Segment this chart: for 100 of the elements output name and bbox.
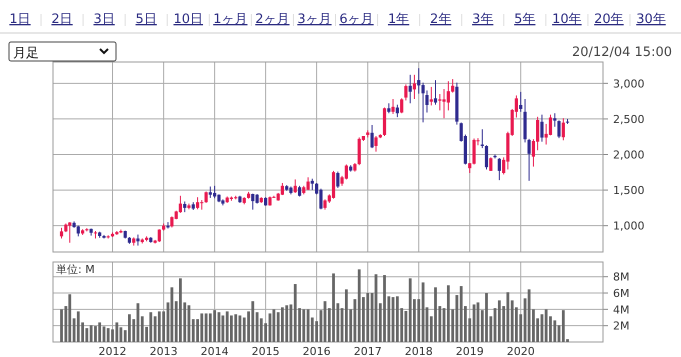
bar xyxy=(170,287,174,342)
text: 6ヶ月 xyxy=(339,12,374,27)
x-tick-label: 2015 xyxy=(252,345,280,357)
bar xyxy=(422,282,424,342)
bar xyxy=(544,309,548,342)
text: 5日 xyxy=(136,12,157,27)
candlestick xyxy=(557,120,561,139)
bar xyxy=(383,275,386,342)
y-tick-label: 4M xyxy=(613,303,630,316)
bar xyxy=(251,301,254,342)
bar xyxy=(128,314,131,342)
candlestick xyxy=(196,196,200,210)
bar xyxy=(179,278,182,342)
candlestick xyxy=(400,98,404,114)
bar xyxy=(562,310,565,342)
y-tick-label: 8M xyxy=(613,270,630,284)
bar xyxy=(68,294,72,342)
text: 3ヶ月 xyxy=(297,12,332,27)
candlestick xyxy=(540,114,544,142)
candlestick xyxy=(408,74,412,104)
candlestick xyxy=(391,98,395,114)
text: 20/12/04 15:00 xyxy=(572,45,672,60)
y-tick-label: 2,500 xyxy=(613,112,644,126)
candlestick xyxy=(344,164,348,180)
annotation: 単位: M xyxy=(56,263,95,276)
bar xyxy=(306,309,310,342)
candlestick xyxy=(200,200,204,210)
bar xyxy=(485,293,488,342)
bar xyxy=(221,315,224,342)
candlestick xyxy=(562,118,565,141)
candlestick xyxy=(553,112,556,128)
candlestick xyxy=(484,144,488,170)
candlestick xyxy=(306,176,310,191)
candlestick xyxy=(60,227,64,239)
candlestick xyxy=(387,102,390,114)
candlestick xyxy=(136,234,140,246)
candlestick xyxy=(404,84,408,101)
candlestick xyxy=(430,86,433,106)
text: 2日 xyxy=(51,12,73,27)
text: 3年 xyxy=(472,12,494,27)
bar xyxy=(374,274,378,342)
x-tick-label: 2018 xyxy=(404,345,433,357)
text: 20年 xyxy=(594,12,624,27)
x-tick-label: 2017 xyxy=(354,345,382,357)
bar xyxy=(506,292,510,342)
bar xyxy=(476,302,480,342)
candlestick xyxy=(480,128,484,149)
bar xyxy=(106,328,110,342)
bar xyxy=(188,305,190,342)
candlestick xyxy=(425,90,429,114)
x-tick-label: 2013 xyxy=(150,345,178,357)
candlestick xyxy=(396,104,399,118)
candlestick xyxy=(204,191,208,204)
bar xyxy=(272,309,276,342)
y-tick-label: 1,500 xyxy=(613,184,644,198)
candlestick xyxy=(374,136,378,152)
x-tick-label: 2014 xyxy=(200,345,229,357)
text: 10年 xyxy=(552,12,582,27)
candlestick xyxy=(158,228,161,243)
candlestick xyxy=(76,225,80,237)
y-tick-label: 6M xyxy=(613,287,630,300)
bar xyxy=(472,304,476,342)
candlestick xyxy=(528,138,531,182)
text: 1年 xyxy=(388,12,410,27)
candlestick xyxy=(412,74,416,100)
candlestick xyxy=(310,178,314,191)
x-tick-label: 2012 xyxy=(98,345,127,357)
bar xyxy=(90,325,93,342)
bar xyxy=(396,296,399,342)
candlestick xyxy=(370,124,374,149)
bar xyxy=(344,289,348,342)
text: 月足 xyxy=(13,46,39,61)
bar xyxy=(434,287,437,342)
candlestick xyxy=(183,200,186,213)
candlestick xyxy=(323,198,327,210)
text: 2年 xyxy=(430,12,452,27)
bar xyxy=(332,273,335,342)
bar xyxy=(149,312,152,342)
x-tick-label: 2016 xyxy=(302,345,331,357)
y-tick-label: 2,000 xyxy=(613,148,644,162)
candlestick xyxy=(519,91,522,112)
bar xyxy=(136,303,140,342)
bar xyxy=(234,314,238,342)
candlestick xyxy=(298,185,302,197)
candlestick xyxy=(251,193,254,210)
candlestick xyxy=(294,178,297,194)
y-tick-label: 2M xyxy=(613,320,630,333)
text: 5年 xyxy=(514,12,536,27)
candlestick xyxy=(421,82,425,123)
text: 30年 xyxy=(636,12,666,27)
x-tick-label: 2020 xyxy=(506,345,535,357)
candlestick xyxy=(336,171,340,188)
bar xyxy=(446,285,450,342)
candlestick xyxy=(472,138,476,165)
bar xyxy=(280,307,284,342)
candlestick xyxy=(68,222,72,244)
bar xyxy=(102,326,106,342)
y-tick-label: 3,000 xyxy=(613,77,644,90)
bar xyxy=(213,310,216,342)
text: 2ヶ月 xyxy=(255,12,290,27)
